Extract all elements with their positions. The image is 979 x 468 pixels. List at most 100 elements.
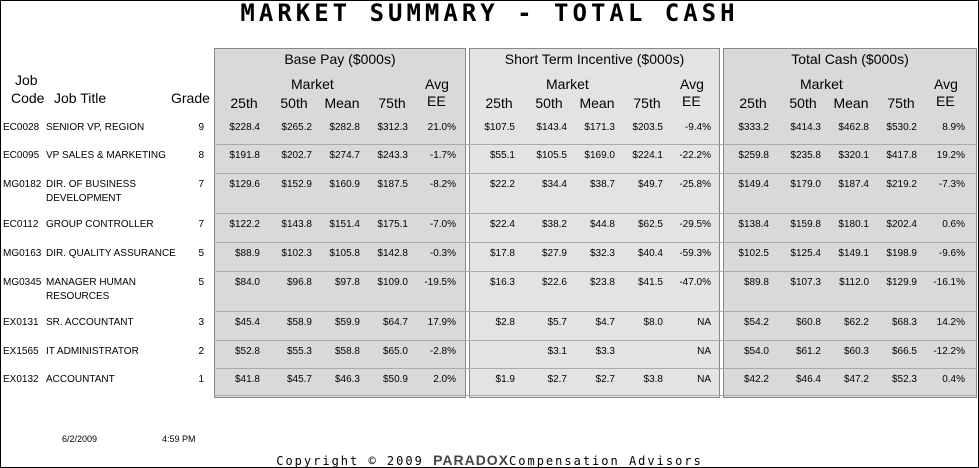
total-cash-cell: $60.3 bbox=[843, 346, 869, 357]
sti-cell: -9.4% bbox=[684, 122, 711, 133]
total-cash-group-title: Total Cash ($000s) bbox=[791, 51, 909, 67]
base-pay-cell: $312.3 bbox=[377, 122, 408, 133]
grade: 5 bbox=[198, 248, 204, 259]
sti-group-title: Short Term Incentive ($000s) bbox=[504, 51, 685, 67]
total-cash-cell: $219.2 bbox=[886, 179, 917, 190]
sti-cell: $203.5 bbox=[632, 122, 663, 133]
base-pay-cell: $59.9 bbox=[334, 317, 360, 328]
grade: 2 bbox=[198, 346, 204, 357]
base-pay-cell: -1.7% bbox=[429, 150, 456, 161]
sti-cell: -59.3% bbox=[679, 248, 711, 259]
grade-header: Grade bbox=[171, 90, 210, 106]
sti-cell: $22.6 bbox=[541, 277, 567, 288]
base-pay-cell: $96.8 bbox=[286, 277, 312, 288]
base-pay-avg-label: Avg bbox=[425, 76, 449, 92]
job-code-header-line1: Job bbox=[15, 72, 38, 88]
paradox-logo: PARADOX bbox=[433, 452, 510, 468]
sti-col-mean: Mean bbox=[579, 95, 615, 111]
base-pay-cell: $50.9 bbox=[382, 374, 408, 385]
base-pay-cell: $243.3 bbox=[377, 150, 408, 161]
base-pay-cell: $58.9 bbox=[286, 317, 312, 328]
total-cash-cell: -16.1% bbox=[933, 277, 965, 288]
total-cash-col-50th: 50th bbox=[789, 95, 817, 111]
total-cash-cell: $47.2 bbox=[843, 374, 869, 385]
row-separator bbox=[214, 368, 977, 369]
base-pay-cell: $274.7 bbox=[329, 150, 360, 161]
job-code: EC0028 bbox=[3, 122, 40, 133]
job-title: DIR. OF BUSINESS bbox=[46, 179, 137, 190]
sti-ee-label: EE bbox=[682, 93, 701, 109]
sti-cell: $143.4 bbox=[536, 122, 567, 133]
total-cash-cell: -7.3% bbox=[938, 179, 965, 190]
sti-cell: $2.7 bbox=[595, 374, 615, 385]
sti-cell: $22.4 bbox=[489, 219, 515, 230]
base-pay-cell: $228.4 bbox=[229, 122, 260, 133]
total-cash-ee-label: EE bbox=[936, 93, 955, 109]
total-cash-cell: $62.2 bbox=[843, 317, 869, 328]
base-pay-cell: $105.8 bbox=[329, 248, 360, 259]
total-cash-cell: $112.0 bbox=[839, 277, 869, 288]
total-cash-block bbox=[723, 48, 977, 398]
base-pay-cell: $142.8 bbox=[377, 248, 408, 259]
sti-cell: $171.3 bbox=[584, 122, 615, 133]
row-separator bbox=[214, 144, 977, 145]
total-cash-cell: $530.2 bbox=[886, 122, 917, 133]
company-name: Compensation Advisors bbox=[509, 454, 703, 468]
base-pay-cell: $265.2 bbox=[281, 122, 312, 133]
base-pay-cell: $64.7 bbox=[382, 317, 408, 328]
sti-cell: -47.0% bbox=[679, 277, 711, 288]
total-cash-cell: $68.3 bbox=[891, 317, 917, 328]
total-cash-cell: $129.9 bbox=[886, 277, 917, 288]
job-code-header-line2: Code bbox=[11, 90, 45, 106]
base-pay-cell: $129.6 bbox=[229, 179, 260, 190]
base-pay-cell: -19.5% bbox=[424, 277, 456, 288]
job-title-header: Job Title bbox=[54, 90, 107, 106]
base-pay-cell: $88.9 bbox=[234, 248, 260, 259]
base-pay-cell: -7.0% bbox=[429, 219, 456, 230]
job-title-line2: RESOURCES bbox=[46, 291, 110, 302]
base-pay-ee-label: EE bbox=[427, 93, 446, 109]
base-pay-col-75th: 75th bbox=[378, 95, 406, 111]
sti-cell: $3.1 bbox=[547, 346, 567, 357]
total-cash-col-25th: 25th bbox=[739, 95, 767, 111]
sti-cell: -25.8% bbox=[679, 179, 711, 190]
sti-cell: $23.8 bbox=[589, 277, 615, 288]
total-cash-cell: -9.6% bbox=[938, 248, 965, 259]
total-cash-cell: $89.8 bbox=[743, 277, 769, 288]
sti-col-75th: 75th bbox=[633, 95, 661, 111]
total-cash-cell: $417.8 bbox=[886, 150, 917, 161]
sti-cell: NA bbox=[697, 374, 711, 385]
total-cash-cell: $159.8 bbox=[790, 219, 821, 230]
total-cash-cell: $462.8 bbox=[838, 122, 869, 133]
total-cash-cell: $107.3 bbox=[790, 277, 821, 288]
sti-cell: $22.2 bbox=[489, 179, 515, 190]
sti-cell: $4.7 bbox=[595, 317, 615, 328]
sti-cell: $5.7 bbox=[547, 317, 567, 328]
sti-cell: $41.5 bbox=[637, 277, 663, 288]
job-title: MANAGER HUMAN bbox=[46, 277, 137, 288]
row-separator bbox=[214, 311, 977, 312]
base-pay-cell: -2.8% bbox=[429, 346, 456, 357]
base-pay-cell: 21.0% bbox=[427, 122, 456, 133]
row-separator bbox=[214, 242, 977, 243]
sti-cell: -29.5% bbox=[679, 219, 711, 230]
base-pay-cell: $52.8 bbox=[234, 346, 260, 357]
sti-cell: $3.3 bbox=[595, 346, 615, 357]
grade: 5 bbox=[198, 277, 204, 288]
total-cash-cell: 14.2% bbox=[936, 317, 965, 328]
total-cash-avg-label: Avg bbox=[934, 76, 958, 92]
sti-col-25th: 25th bbox=[485, 95, 513, 111]
job-title-line2: DEVELOPMENT bbox=[46, 193, 122, 204]
sti-cell: -22.2% bbox=[679, 150, 711, 161]
total-cash-cell: $149.4 bbox=[738, 179, 769, 190]
base-pay-cell: $143.8 bbox=[281, 219, 312, 230]
total-cash-cell: $179.0 bbox=[790, 179, 821, 190]
sti-cell: $2.8 bbox=[495, 317, 515, 328]
report-title: MARKET SUMMARY - TOTAL CASH bbox=[240, 0, 739, 27]
base-pay-cell: $202.7 bbox=[281, 150, 312, 161]
base-pay-col-50th: 50th bbox=[280, 95, 308, 111]
sti-cell: $17.8 bbox=[489, 248, 515, 259]
total-cash-cell: $42.2 bbox=[743, 374, 769, 385]
job-title: SENIOR VP, REGION bbox=[46, 122, 145, 133]
job-code: MG0182 bbox=[3, 179, 42, 190]
